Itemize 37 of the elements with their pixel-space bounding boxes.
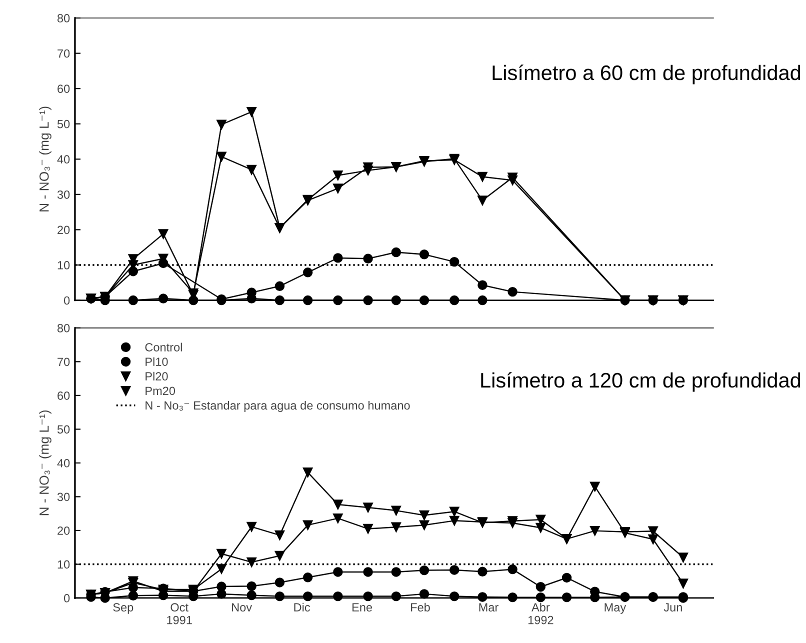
y-tick-label: 80 [57, 14, 70, 22]
x-tick-label: Jun [664, 603, 682, 612]
x-tick-label: Sep [113, 603, 134, 614]
y-tick-label: 50 [57, 120, 70, 128]
x-tick-label: Ene [352, 603, 372, 612]
y-axis-title: N - NO₃⁻ (mg L⁻¹) [39, 410, 52, 516]
text: Lisímetro a 120 cm de profundidad [481, 372, 800, 392]
y-tick-label: 50 [57, 425, 70, 434]
y-tick-label: 30 [57, 190, 70, 199]
y-tick-label: 40 [57, 155, 70, 164]
y-tick-label: 20 [58, 226, 70, 234]
x-tick-label: Oct 1991 [167, 603, 192, 624]
legend-label: Pm20 [146, 386, 176, 396]
legend-label: N - No₃⁻ Estandar para agua de consumo humano [146, 400, 410, 412]
text: Lisímetro a 60 cm de profundidad [492, 64, 800, 84]
x-tick-label: Dic [294, 602, 310, 612]
y-tick-label: 60 [58, 84, 70, 93]
y-axis-title: N - NO₃⁻ (mg L⁻¹) [39, 106, 52, 212]
legend-label: Pl10 [146, 357, 168, 366]
x-tick-label: May [604, 603, 626, 614]
x-tick-label: Nov [232, 603, 252, 612]
y-tick-label: 30 [57, 492, 70, 502]
y-tick-label: 80 [57, 324, 70, 332]
y-tick-label: 10 [58, 261, 70, 270]
y-tick-label: 0 [64, 594, 70, 602]
y-tick-label: 70 [58, 49, 70, 58]
x-tick-label: Mar [479, 603, 498, 612]
legend-label: Pl20 [146, 372, 168, 381]
x-tick-label: Feb [411, 602, 430, 612]
legend-label: Control [145, 342, 182, 352]
y-tick-label: 70 [58, 358, 70, 366]
y-tick-label: 40 [57, 458, 70, 468]
y-tick-label: 10 [58, 560, 70, 569]
y-tick-label: 0 [64, 296, 70, 305]
x-tick-label: Abr 1992 [528, 602, 554, 624]
y-tick-label: 60 [58, 391, 70, 400]
y-tick-label: 20 [58, 526, 70, 535]
